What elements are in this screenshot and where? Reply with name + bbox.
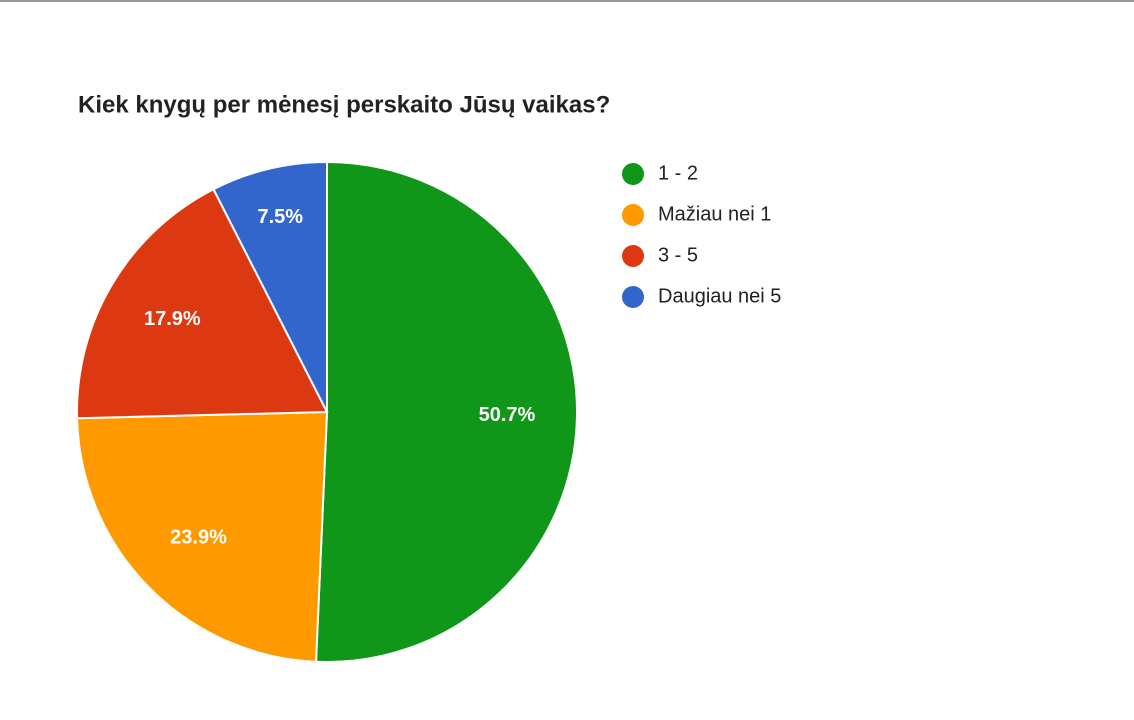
legend-label: Daugiau nei 5	[658, 285, 781, 307]
slice-label: 17.9%	[144, 308, 201, 330]
slice-label: 50.7%	[479, 404, 536, 426]
slice-label: 7.5%	[258, 206, 304, 228]
legend-swatch	[622, 286, 644, 308]
pie-slice	[76, 410, 329, 663]
legend-label: 1 - 2	[658, 162, 698, 184]
pie-slice	[76, 187, 329, 420]
legend-swatch	[622, 163, 644, 185]
legend-swatch	[622, 245, 644, 267]
legend-swatch	[622, 204, 644, 226]
legend-label: Mažiau nei 1	[658, 203, 771, 225]
pie-slice	[314, 160, 579, 663]
chart-title: Kiek knygų per mėnesį perskaito Jūsų vai…	[78, 91, 610, 118]
pie-slice	[212, 160, 328, 413]
slice-label: 23.9%	[170, 526, 227, 548]
legend-label: 3 - 5	[658, 244, 698, 266]
